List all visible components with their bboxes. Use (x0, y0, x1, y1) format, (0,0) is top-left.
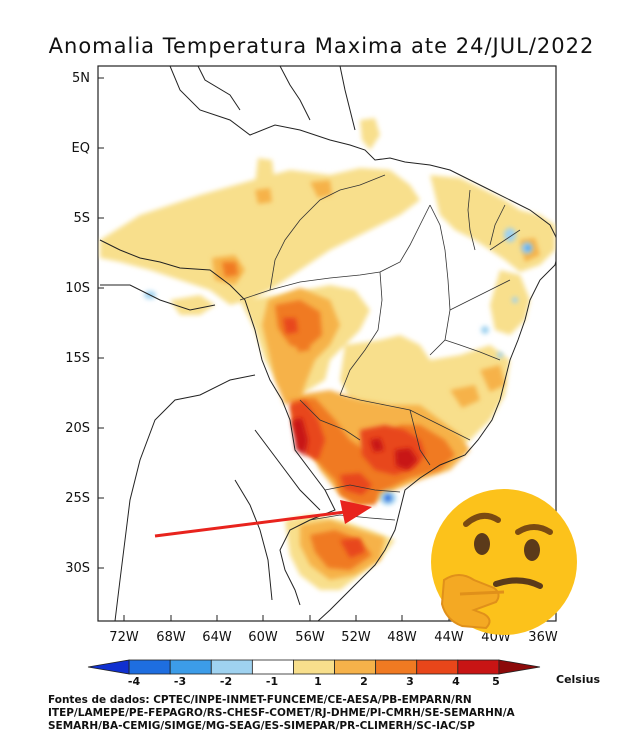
legend-color-segment (334, 659, 377, 675)
lon-label: 64W (202, 630, 232, 645)
lat-label: 20S (65, 421, 90, 436)
lat-label: EQ (72, 141, 90, 156)
lat-label: 5N (72, 71, 90, 86)
legend-color-segment (457, 659, 500, 675)
legend-tick: 2 (360, 675, 368, 688)
country-borders (99, 66, 556, 621)
legend-color-segment (128, 659, 171, 675)
legend-color-segment (251, 659, 294, 675)
legend-tick: -1 (266, 675, 278, 688)
lon-label: 60W (248, 630, 278, 645)
lat-label: 30S (65, 561, 90, 576)
legend-color-segment (87, 659, 130, 675)
legend-unit: Celsius (556, 673, 600, 686)
state-borders (239, 174, 521, 521)
legend-color-segment (210, 659, 253, 675)
legend-colorbar (87, 659, 541, 675)
longitude-axis: 72W 68W 64W 60W 56W 52W 48W 44W 40W 36W (109, 615, 558, 645)
sources-line: SEMARH/BA-CEMIG/SIMGE/MG-SEAG/ES-SIMEPAR… (48, 720, 475, 732)
legend-color-segment (498, 659, 541, 675)
legend-tick: -4 (128, 675, 141, 688)
legend-tick: 4 (452, 675, 460, 688)
legend-tick: -2 (220, 675, 232, 688)
lon-label: 48W (387, 630, 417, 645)
sources-line: Fontes de dados: CPTEC/INPE-INMET-FUNCEM… (48, 694, 472, 706)
legend-tick: 5 (492, 675, 500, 688)
lon-label: 44W (434, 630, 464, 645)
thinking-face-icon (431, 489, 577, 635)
lon-label: 56W (295, 630, 325, 645)
lat-label: 5S (73, 211, 90, 226)
map-title: Anomalia Temperatura Maxima ate 24/JUL/2… (48, 34, 595, 58)
lon-label: 52W (341, 630, 371, 645)
lon-label: 72W (109, 630, 139, 645)
red-arrow-overlay (154, 500, 372, 538)
lat-label: 25S (65, 491, 90, 506)
legend-color-segment (169, 659, 212, 675)
legend-color-segment (375, 659, 418, 675)
anomaly-negative-areas (144, 228, 533, 505)
legend-tick: -3 (174, 675, 186, 688)
lat-label: 15S (65, 351, 90, 366)
data-sources: Fontes de dados: CPTEC/INPE-INMET-FUNCEM… (48, 694, 638, 733)
anomaly-above-5-areas (292, 418, 418, 470)
legend-tick: 1 (314, 675, 322, 688)
lon-label: 68W (156, 630, 186, 645)
sources-line: ITEP/LAMEPE/PE-FEPAGRO/RS-CHESF-COMET/RJ… (48, 707, 515, 719)
legend-color-segment (416, 659, 459, 675)
legend-color-segment (293, 659, 335, 675)
lon-label: 36W (528, 630, 558, 645)
lat-label: 10S (65, 281, 90, 296)
anomaly-field (100, 118, 555, 590)
legend-ticks: -4 -3 -2 -1 1 2 3 4 5 (128, 675, 500, 688)
legend-tick: 3 (406, 675, 414, 688)
latitude-axis: 5N EQ 5S 10S 15S 20S 25S 30S (65, 71, 104, 576)
